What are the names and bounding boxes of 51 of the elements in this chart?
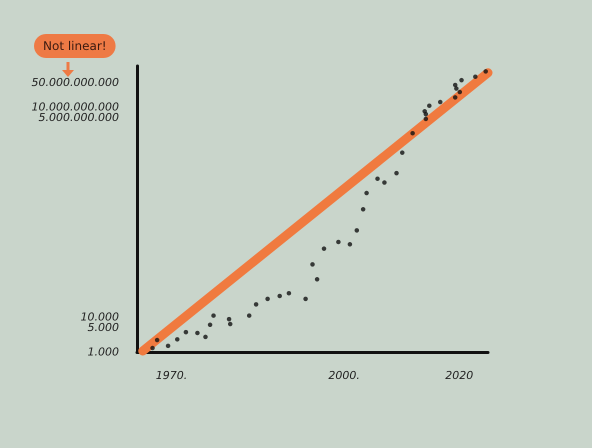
point [438, 100, 442, 104]
y-tick-label: 10.000 [80, 310, 119, 324]
point [322, 246, 326, 251]
point [175, 337, 180, 342]
point [354, 228, 360, 233]
x-tick-label: 2000. [328, 369, 360, 382]
y-tick-label: 10.000.000.000 [32, 100, 119, 114]
point [265, 296, 270, 302]
y-tick-label: 5.000.000.000 [38, 111, 119, 124]
point [382, 180, 387, 185]
point [483, 69, 488, 74]
point [314, 277, 320, 282]
point [208, 322, 212, 328]
point [360, 207, 366, 212]
point [427, 103, 432, 108]
point [184, 330, 188, 334]
point [303, 296, 308, 302]
point [246, 313, 252, 318]
point [422, 109, 427, 114]
point [277, 294, 282, 298]
point [336, 240, 341, 244]
point [375, 176, 380, 181]
point [394, 170, 399, 176]
point [424, 116, 428, 122]
point [364, 190, 369, 196]
point [310, 262, 315, 267]
point [254, 302, 258, 307]
point [348, 242, 352, 247]
point [452, 95, 458, 100]
point [454, 86, 459, 91]
point [195, 330, 200, 336]
x-tick-label: 2020 [445, 369, 474, 382]
text: Not linear! [43, 39, 107, 53]
point [154, 338, 160, 342]
point [228, 322, 232, 326]
point [150, 346, 155, 350]
point [226, 316, 232, 322]
x-tick-label: 1970. [156, 369, 188, 382]
point [452, 82, 458, 88]
point [410, 130, 415, 136]
point [286, 290, 292, 296]
y-tick-label: 5.000 [88, 321, 119, 334]
point [459, 78, 464, 82]
point [203, 334, 208, 340]
y-tick-label: 1.000 [88, 346, 119, 358]
point [400, 150, 405, 155]
point [473, 74, 478, 79]
point [166, 344, 170, 348]
point [458, 90, 462, 94]
point [211, 313, 216, 318]
y-tick-label: 50.000.000.000 [32, 76, 119, 90]
